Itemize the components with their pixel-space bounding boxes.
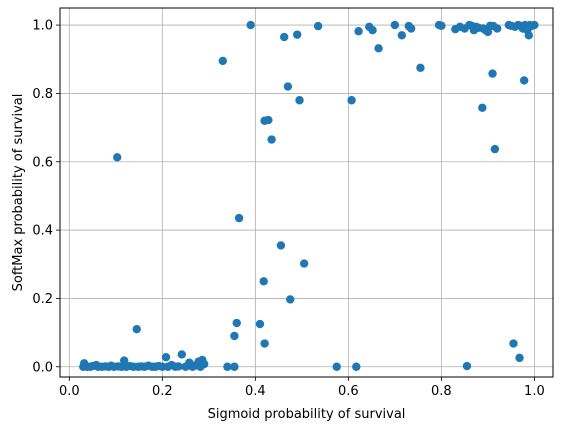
data-point-63 xyxy=(332,362,341,371)
y-tick-label-2: 0.4 xyxy=(32,224,53,239)
data-point-52 xyxy=(260,339,269,348)
y-tick-label-3: 0.6 xyxy=(32,155,53,170)
data-point-53 xyxy=(264,115,273,125)
data-point-62 xyxy=(313,21,323,31)
data-point-64 xyxy=(347,96,356,105)
data-point-47 xyxy=(234,213,244,223)
x-tick-label-4: 0.8 xyxy=(431,384,452,399)
data-point-54 xyxy=(267,135,276,144)
data-point-69 xyxy=(374,44,383,53)
data-point-44 xyxy=(230,362,239,371)
data-point-32 xyxy=(174,362,183,371)
data-point-55 xyxy=(276,241,286,250)
y-axis-label: SoftMax probability of survival xyxy=(11,94,26,292)
plot-frame xyxy=(59,7,554,378)
data-point-33 xyxy=(177,350,187,359)
data-point-109 xyxy=(530,20,539,30)
data-point-80 xyxy=(462,361,472,371)
data-point-97 xyxy=(509,339,518,348)
data-point-70 xyxy=(390,20,400,30)
x-axis-label: Sigmoid probability of survival xyxy=(208,407,406,422)
x-tick-label-5: 1.0 xyxy=(524,384,545,399)
data-point-100 xyxy=(515,353,524,363)
data-point-49 xyxy=(255,319,265,329)
y-tick-label-1: 0.2 xyxy=(32,292,53,307)
data-point-71 xyxy=(397,31,407,40)
data-point-91 xyxy=(488,69,497,78)
data-point-65 xyxy=(352,362,361,371)
data-point-12 xyxy=(113,153,122,162)
y-tick-label-0: 0.0 xyxy=(32,360,53,375)
data-point-76 xyxy=(437,21,446,30)
y-tick-label-4: 0.8 xyxy=(32,87,53,102)
x-axis-ticks: 0.0 0.2 0.4 0.6 0.8 1.0 xyxy=(59,377,545,399)
data-point-74 xyxy=(416,63,425,72)
data-point-86 xyxy=(478,103,487,112)
data-points xyxy=(79,20,539,371)
data-point-61 xyxy=(299,259,309,268)
data-point-48 xyxy=(246,20,255,30)
y-tick-label-5: 1.0 xyxy=(32,19,53,34)
data-point-57 xyxy=(283,82,293,91)
data-point-56 xyxy=(279,32,289,42)
data-point-94 xyxy=(492,24,502,33)
data-point-68 xyxy=(368,26,377,35)
data-point-46 xyxy=(232,318,241,328)
data-point-19 xyxy=(132,324,141,334)
data-point-41 xyxy=(199,359,209,369)
x-tick-label-1: 0.2 xyxy=(152,384,173,399)
x-tick-label-2: 0.4 xyxy=(245,384,266,399)
data-point-103 xyxy=(519,76,529,85)
x-tick-label-0: 0.0 xyxy=(59,384,80,399)
grid-lines xyxy=(60,8,553,377)
data-point-66 xyxy=(354,27,363,36)
data-point-59 xyxy=(292,30,302,39)
data-point-42 xyxy=(218,56,227,66)
data-point-93 xyxy=(490,144,500,154)
data-point-58 xyxy=(286,295,295,304)
data-point-28 xyxy=(161,352,171,362)
y-axis-ticks: 0.0 0.2 0.4 0.6 0.8 1.0 xyxy=(32,19,60,375)
data-point-45 xyxy=(230,331,239,341)
data-point-43 xyxy=(223,362,232,371)
data-point-73 xyxy=(406,24,416,33)
x-tick-label-3: 0.6 xyxy=(338,384,359,399)
data-point-60 xyxy=(295,96,304,105)
data-point-106 xyxy=(524,31,534,40)
data-point-50 xyxy=(259,277,268,286)
